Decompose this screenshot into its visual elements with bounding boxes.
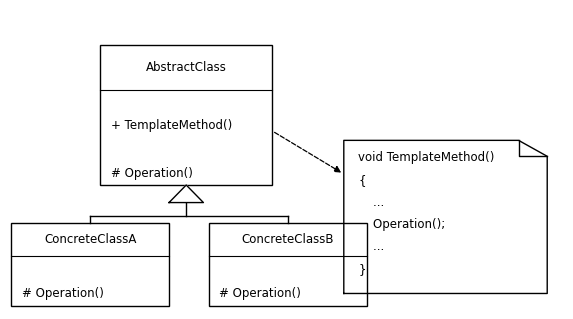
Text: Operation();: Operation(); bbox=[358, 218, 445, 231]
Text: # Operation(): # Operation() bbox=[22, 287, 104, 300]
Text: # Operation(): # Operation() bbox=[111, 167, 193, 180]
Polygon shape bbox=[344, 140, 547, 293]
Text: # Operation(): # Operation() bbox=[219, 287, 301, 300]
Text: + TemplateMethod(): + TemplateMethod() bbox=[111, 119, 232, 132]
Bar bbox=[11, 223, 169, 306]
Text: ...: ... bbox=[358, 196, 384, 209]
Text: {: { bbox=[358, 174, 366, 187]
Text: AbstractClass: AbstractClass bbox=[146, 61, 227, 74]
Text: ConcreteClassA: ConcreteClassA bbox=[44, 234, 136, 246]
Text: }: } bbox=[358, 263, 366, 276]
Text: void TemplateMethod(): void TemplateMethod() bbox=[358, 152, 494, 164]
Text: ConcreteClassB: ConcreteClassB bbox=[242, 234, 334, 246]
Text: ...: ... bbox=[358, 241, 384, 254]
Bar bbox=[209, 223, 367, 306]
Bar bbox=[100, 45, 272, 185]
Polygon shape bbox=[169, 185, 203, 203]
